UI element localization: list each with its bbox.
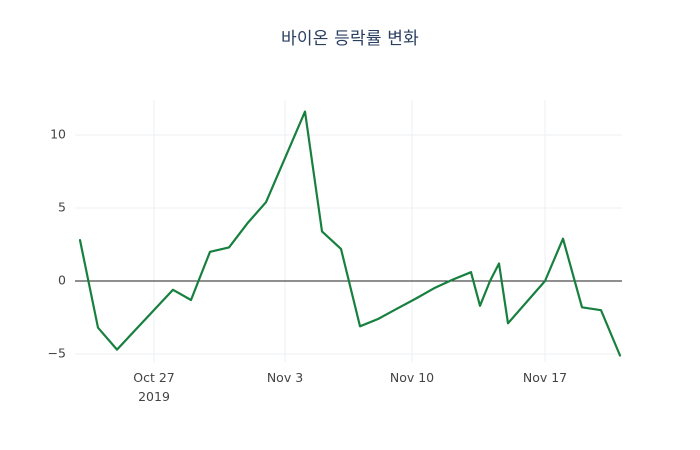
y-axis-tick-label: −5 [48,346,66,361]
y-axis-tick-label: 10 [50,127,66,142]
y-axis-tick-label: 0 [58,273,66,288]
gridlines-horizontal [75,134,622,355]
x-axis-tick-label: Oct 27 [133,370,175,385]
x-axis-tick-label: Nov 17 [523,370,567,385]
y-axis-tick-label: 5 [58,200,66,215]
x-axis-tick-label: Nov 3 [267,370,303,385]
x-axis-tick-labels: Oct 27 2019 Nov 3 Nov 10 Nov 17 [133,370,567,404]
y-axis-tick-labels: −5 0 5 10 [48,127,66,361]
chart-title: 바이온 등락률 변화 [281,29,419,49]
data-series-line [78,110,622,357]
x-axis-tick-label: Nov 10 [390,370,434,385]
x-axis-year-label: 2019 [138,389,170,404]
gridlines-vertical [153,100,546,362]
